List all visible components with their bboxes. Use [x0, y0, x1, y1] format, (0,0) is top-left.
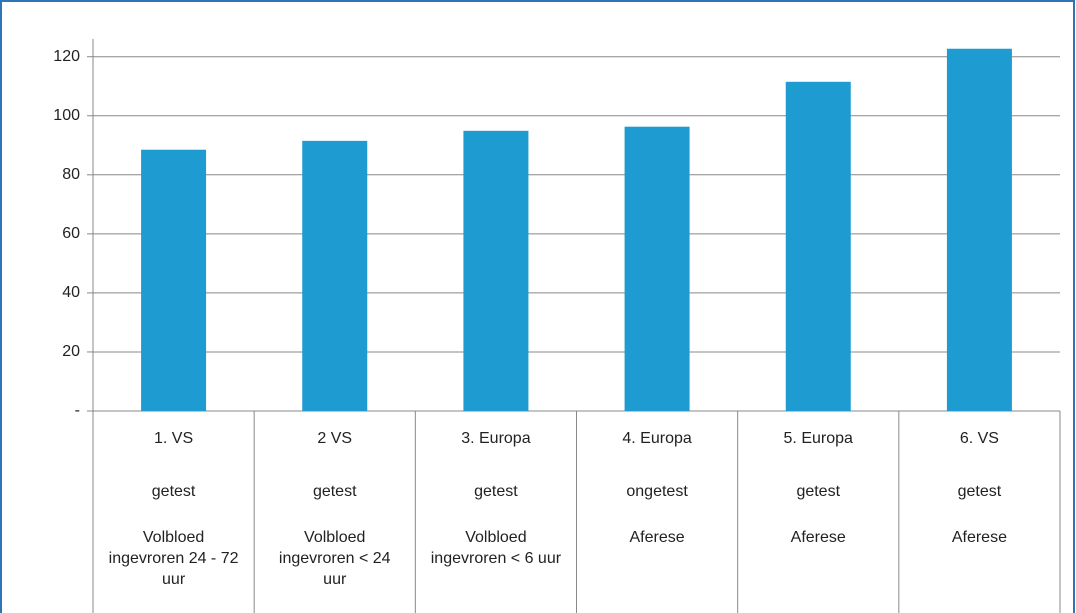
category-cell: 1. VS getest Volbloed ingevroren 24 - 72 u…: [93, 411, 254, 613]
x-tick-label: Aferese: [629, 529, 685, 546]
y-tick-label: 100: [53, 107, 80, 124]
bar: [463, 130, 529, 412]
x-tick-label: 5. Europa: [783, 430, 853, 447]
bar: [141, 149, 207, 411]
x-tick-label: 1. VS: [154, 430, 194, 447]
x-tick-label: getest: [796, 483, 841, 500]
y-tick-label: 60: [62, 225, 80, 242]
x-tick-label: Volbloed ingevroren < 6 uur: [430, 529, 562, 567]
category-cell: 5. Europa getest Aferese: [738, 411, 899, 613]
y-tick-label: -: [75, 402, 80, 419]
x-tick-label: 2 VS: [317, 430, 353, 447]
y-tick-label: 80: [62, 166, 80, 183]
y-tick-label: 20: [62, 343, 80, 360]
x-tick-label: ongetest: [626, 483, 688, 500]
y-tick-label: 120: [53, 48, 80, 65]
bar: [302, 140, 368, 411]
bar: [946, 48, 1012, 411]
x-tick-label: getest: [474, 483, 518, 500]
x-tick-label: Volbloed ingevroren 24 - 72 uur: [108, 529, 239, 588]
x-tick-label: getest: [312, 483, 357, 500]
y-tick-label: 40: [62, 284, 80, 301]
x-tick-label: Aferese: [790, 529, 846, 546]
x-tick-label: 6. VS: [959, 430, 999, 447]
x-tick-label: 3. Europa: [461, 430, 531, 447]
x-tick-label: Volbloed ingevroren < 24 uur: [278, 529, 391, 588]
bar: [785, 81, 851, 412]
x-tick-label: getest: [151, 483, 196, 500]
category-cell: 2 VS getest Volbloed ingevroren < 24 uur: [254, 411, 415, 613]
category-cell: 4. Europa ongetest Aferese: [577, 411, 738, 613]
category-cell: 6. VS getest Aferese: [899, 411, 1060, 613]
x-tick-label: getest: [957, 483, 1002, 500]
x-tick-label: Aferese: [951, 529, 1007, 546]
x-tick-label: 4. Europa: [622, 430, 692, 447]
bar: [624, 126, 690, 411]
category-cell: 3. Europa getest Volbloed ingevroren < 6 u…: [415, 411, 576, 613]
